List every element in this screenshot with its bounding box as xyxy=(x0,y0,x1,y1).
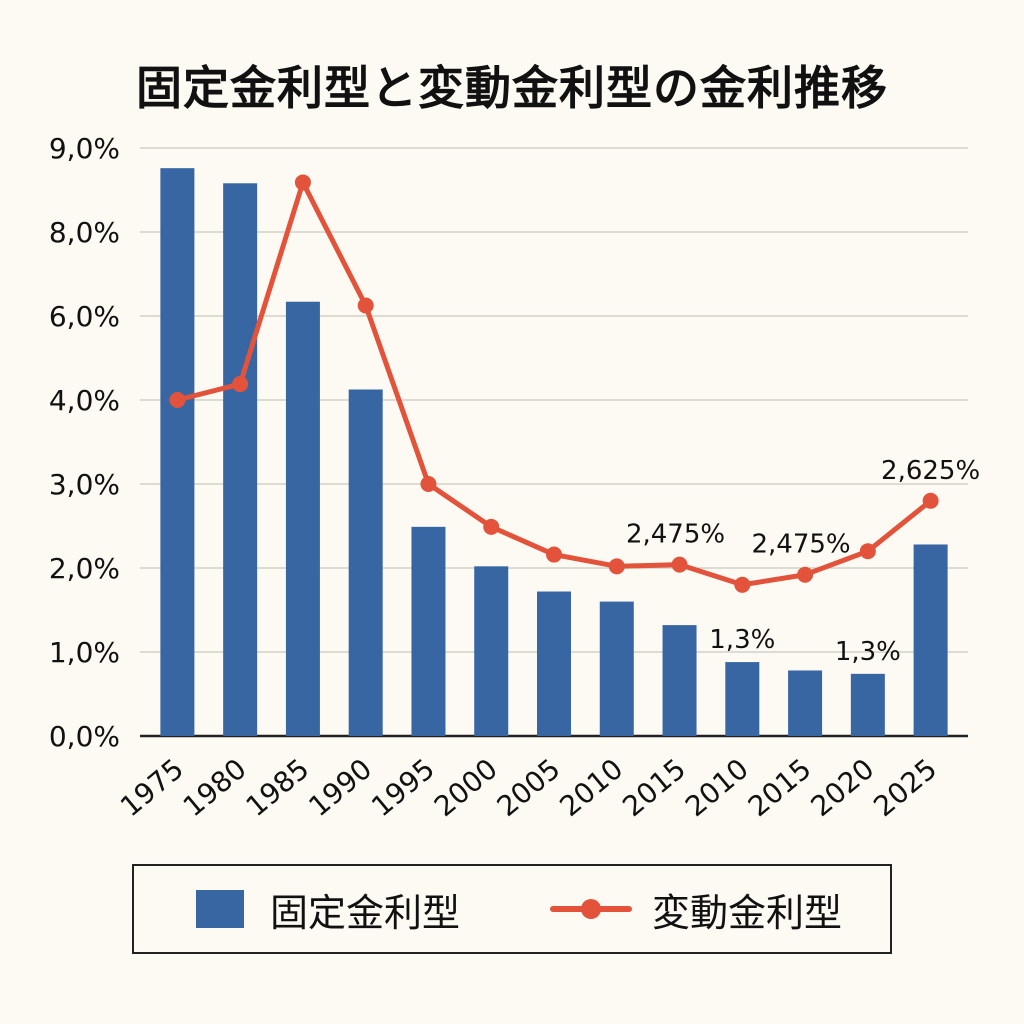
x-tick-label: 2010 xyxy=(679,752,755,823)
legend-bar-swatch xyxy=(196,890,244,928)
chart-title: 固定金利型と変動金利型の金利推移 xyxy=(136,61,888,115)
bar-data-label: 1,3% xyxy=(709,625,775,655)
x-tick-label: 1980 xyxy=(177,752,253,823)
x-tick-label: 1990 xyxy=(302,752,378,823)
bar xyxy=(788,670,823,736)
y-tick-label: 0,0% xyxy=(49,720,120,753)
line-data-label: 2,625% xyxy=(881,456,980,486)
x-tick-label: 1985 xyxy=(240,752,316,823)
y-tick-label: 3,0% xyxy=(49,468,120,501)
x-tick-label: 2020 xyxy=(805,752,881,823)
line-point xyxy=(294,174,311,191)
line-point xyxy=(608,558,625,575)
y-tick-label: 1,0% xyxy=(49,636,120,669)
line-point xyxy=(797,566,814,583)
legend-line-swatch xyxy=(550,890,633,928)
x-tick-label: 2015 xyxy=(616,752,692,823)
bar xyxy=(348,389,383,736)
line-point xyxy=(546,546,562,563)
bar xyxy=(411,526,446,736)
line-point xyxy=(671,556,688,573)
y-tick-label: 2,0% xyxy=(49,552,120,585)
bar xyxy=(537,591,571,736)
line-point xyxy=(859,543,876,560)
bar xyxy=(913,544,948,736)
bar xyxy=(850,673,885,736)
legend-label-fixed: 固定金利型 xyxy=(270,890,461,935)
y-tick-label: 8,0% xyxy=(49,216,120,249)
legend-item-variable: 変動金利型 xyxy=(550,882,842,937)
bar xyxy=(662,625,697,736)
line-point xyxy=(420,476,437,492)
y-tick-label: 9,0% xyxy=(49,132,120,165)
x-tick-label: 1975 xyxy=(114,752,190,823)
legend-item-fixed: 固定金利型 xyxy=(196,882,460,937)
legend-label-variable: 変動金利型 xyxy=(652,890,843,935)
line-point xyxy=(169,392,186,408)
x-axis-labels: 1975198019851990199520002005201020152010… xyxy=(114,752,943,823)
y-tick-label: 6,0% xyxy=(49,300,120,333)
bar xyxy=(223,183,258,736)
line-series xyxy=(169,174,939,593)
x-tick-label: 2000 xyxy=(428,752,504,823)
bar xyxy=(725,662,760,736)
bar-series xyxy=(160,168,948,736)
line-point xyxy=(922,492,939,509)
x-tick-label: 2010 xyxy=(553,752,629,823)
x-tick-label: 2015 xyxy=(742,752,818,823)
line-point xyxy=(232,376,249,393)
gridlines xyxy=(140,147,968,738)
y-axis-labels: 0,0% 1,0% 2,0% 3,0% 4,0% 6,0% 8,0% 9,0% xyxy=(49,132,120,753)
y-tick-label: 4,0% xyxy=(49,384,120,417)
line-point xyxy=(734,576,751,593)
bar xyxy=(474,566,509,736)
x-tick-label: 2025 xyxy=(867,752,943,823)
line-data-label: 2,475% xyxy=(752,530,851,560)
line-data-label: 2,475% xyxy=(626,520,725,550)
data-labels: 1,3% 1,3% 2,475% 2,475% 2,625% xyxy=(626,456,980,667)
x-tick-label: 1995 xyxy=(365,752,441,823)
bar xyxy=(599,601,634,736)
bar-data-label: 1,3% xyxy=(835,637,901,667)
bar xyxy=(285,301,320,736)
legend: 固定金利型 変動金利型 xyxy=(132,864,892,954)
line-point xyxy=(357,297,374,314)
bar xyxy=(160,168,195,736)
line-point xyxy=(483,518,500,535)
chart-plot: 0,0%1,0%2,0%3,0%4,0%6,0%8,0%9,0% 1975198… xyxy=(49,132,980,823)
x-tick-label: 2005 xyxy=(491,752,567,823)
